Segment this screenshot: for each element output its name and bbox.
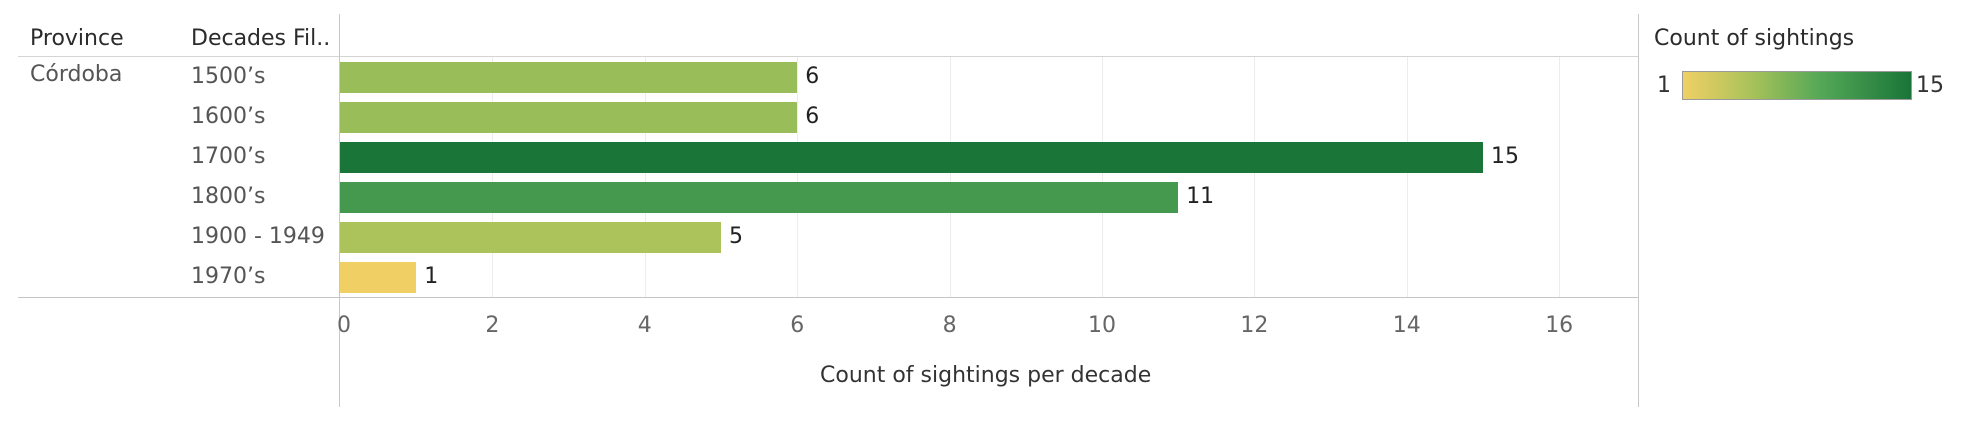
gridline bbox=[797, 57, 799, 297]
legend-color-ramp bbox=[1682, 71, 1912, 100]
x-tick-label: 2 bbox=[485, 313, 500, 338]
category-label[interactable]: 1700’s bbox=[191, 144, 266, 169]
bar[interactable] bbox=[340, 222, 721, 253]
gridline bbox=[492, 57, 494, 297]
table-bottom-border bbox=[18, 297, 1638, 298]
legend-title: Count of sightings bbox=[1654, 26, 1855, 51]
x-tick-label: 12 bbox=[1240, 313, 1269, 338]
category-label[interactable]: 1600’s bbox=[191, 104, 266, 129]
gridline bbox=[1406, 57, 1408, 297]
gridline bbox=[949, 57, 951, 297]
legend-min-label: 1 bbox=[1657, 73, 1671, 98]
x-tick-label: 6 bbox=[790, 313, 805, 338]
bar-value-label: 15 bbox=[1491, 144, 1519, 169]
x-tick-label: 16 bbox=[1545, 313, 1574, 338]
province-cell: Córdoba bbox=[30, 62, 123, 87]
x-tick-label: 8 bbox=[942, 313, 957, 338]
x-tick-label: 10 bbox=[1088, 313, 1116, 338]
x-tick-label: 0 bbox=[337, 313, 351, 338]
bar[interactable] bbox=[340, 102, 798, 133]
bar[interactable] bbox=[340, 182, 1179, 213]
gridline bbox=[1102, 57, 1103, 297]
bar-value-label: 1 bbox=[424, 264, 439, 289]
x-tick-label: 4 bbox=[637, 313, 652, 338]
gridline bbox=[1559, 57, 1561, 297]
bar[interactable] bbox=[340, 142, 1483, 173]
gridline bbox=[1254, 57, 1256, 297]
legend-max-label: 15 bbox=[1916, 73, 1944, 98]
gridline bbox=[644, 57, 646, 297]
header-divider bbox=[18, 56, 1638, 57]
bar-value-label: 5 bbox=[729, 224, 743, 249]
category-label[interactable]: 1970’s bbox=[191, 264, 266, 289]
axis-left-border bbox=[339, 14, 340, 407]
bar-value-label: 6 bbox=[805, 64, 820, 89]
x-tick-label: 14 bbox=[1392, 313, 1421, 338]
category-label[interactable]: 1900 - 1949 bbox=[191, 224, 325, 249]
x-axis-title: Count of sightings per decade bbox=[820, 363, 1152, 388]
bar-value-label: 11 bbox=[1186, 184, 1215, 209]
category-label[interactable]: 1800’s bbox=[191, 184, 266, 209]
bar[interactable] bbox=[340, 262, 417, 293]
decades-column-header[interactable]: Decades Fil.. bbox=[191, 26, 331, 51]
axis-right-border bbox=[1638, 14, 1639, 407]
province-column-header: Province bbox=[30, 26, 124, 51]
bar-value-label: 6 bbox=[805, 104, 820, 129]
category-label[interactable]: 1500’s bbox=[191, 64, 266, 89]
bar[interactable] bbox=[340, 62, 798, 93]
